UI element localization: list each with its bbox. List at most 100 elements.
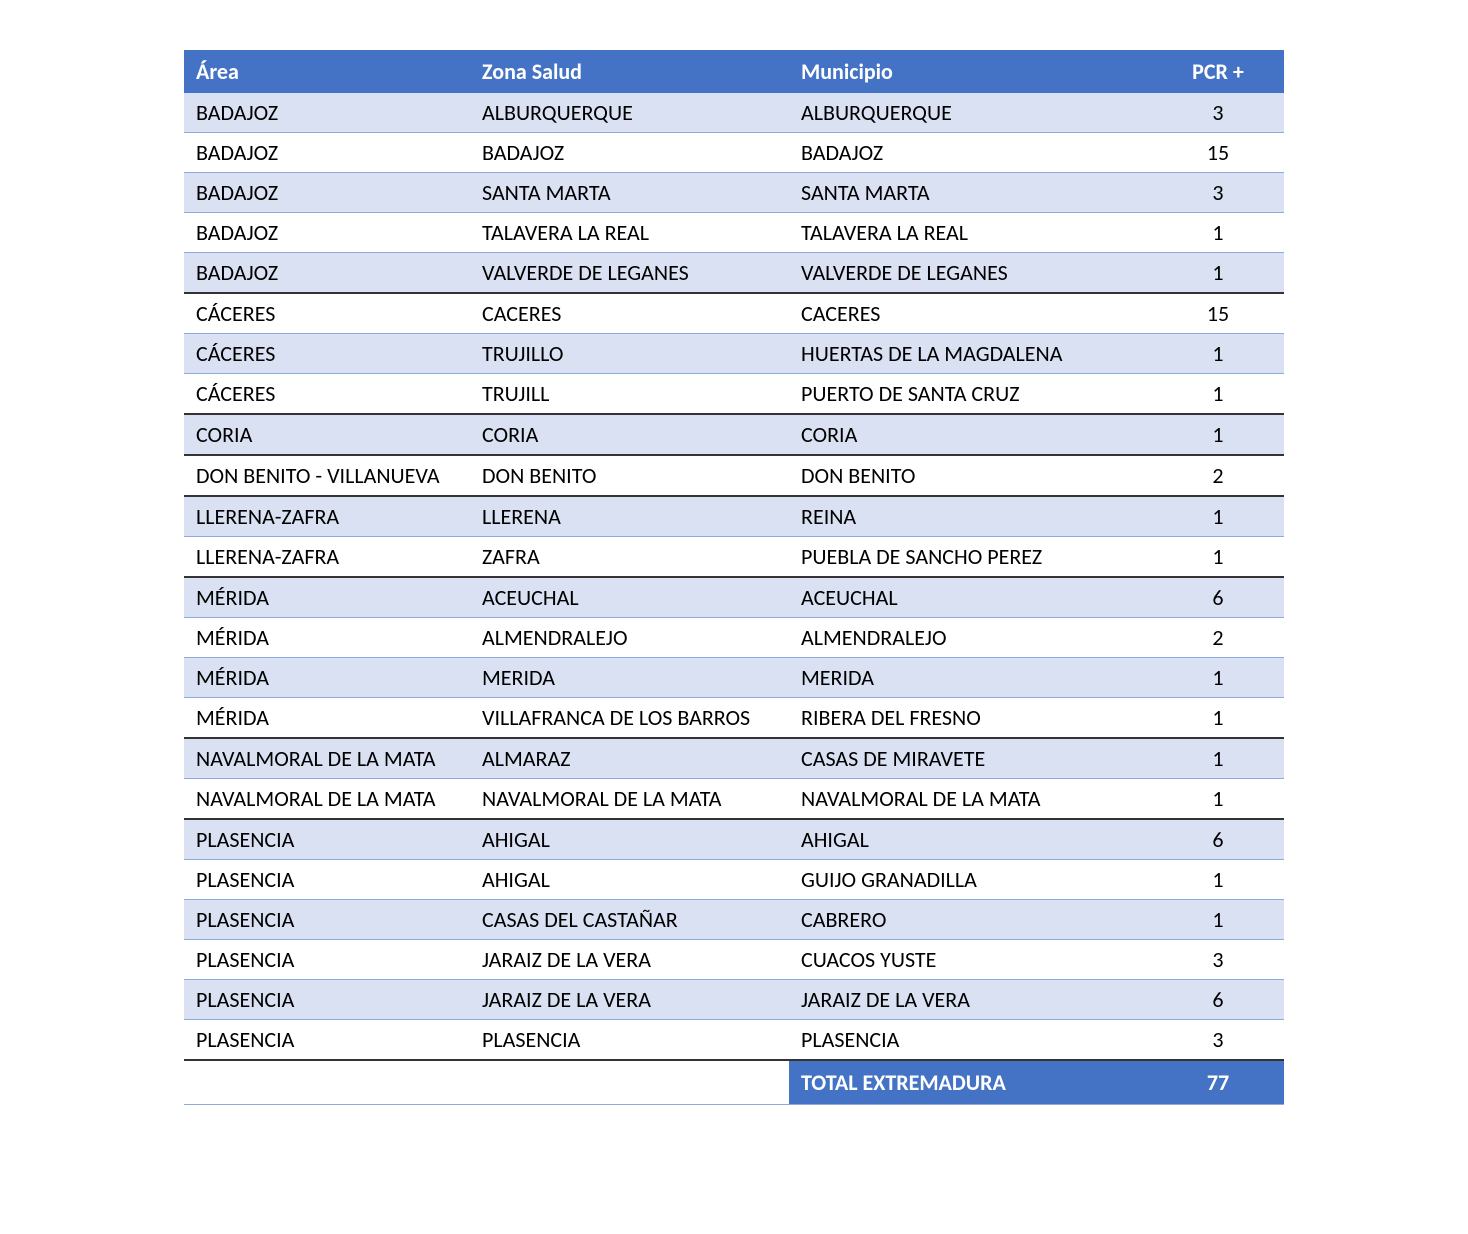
table-row: CÁCERESTRUJILLOHUERTAS DE LA MAGDALENA1 <box>184 334 1284 374</box>
cell-municipio: CASAS DE MIRAVETE <box>789 738 1152 779</box>
pcr-table-container: Área Zona Salud Municipio PCR + BADAJOZA… <box>184 50 1284 1105</box>
table-row: CÁCERESCACERESCACERES15 <box>184 293 1284 334</box>
cell-municipio: ACEUCHAL <box>789 577 1152 618</box>
cell-municipio: NAVALMORAL DE LA MATA <box>789 779 1152 820</box>
cell-pcr: 1 <box>1152 900 1284 940</box>
cell-municipio: SANTA MARTA <box>789 173 1152 213</box>
cell-municipio: VALVERDE DE LEGANES <box>789 253 1152 294</box>
cell-municipio: MERIDA <box>789 658 1152 698</box>
cell-pcr: 1 <box>1152 334 1284 374</box>
cell-zona: CORIA <box>470 414 789 455</box>
table-row: LLERENA-ZAFRAZAFRAPUEBLA DE SANCHO PEREZ… <box>184 537 1284 578</box>
cell-area: BADAJOZ <box>184 133 470 173</box>
cell-pcr: 1 <box>1152 253 1284 294</box>
cell-pcr: 6 <box>1152 577 1284 618</box>
cell-pcr: 1 <box>1152 414 1284 455</box>
table-row: MÉRIDAALMENDRALEJOALMENDRALEJO2 <box>184 618 1284 658</box>
cell-pcr: 1 <box>1152 374 1284 415</box>
cell-area: PLASENCIA <box>184 819 470 860</box>
cell-municipio: AHIGAL <box>789 819 1152 860</box>
cell-zona: AHIGAL <box>470 819 789 860</box>
cell-zona: LLERENA <box>470 496 789 537</box>
cell-area: MÉRIDA <box>184 698 470 739</box>
table-row: LLERENA-ZAFRALLERENAREINA1 <box>184 496 1284 537</box>
total-empty <box>184 1060 789 1105</box>
cell-pcr: 1 <box>1152 860 1284 900</box>
cell-area: CÁCERES <box>184 293 470 334</box>
cell-pcr: 1 <box>1152 496 1284 537</box>
cell-zona: NAVALMORAL DE LA MATA <box>470 779 789 820</box>
cell-area: MÉRIDA <box>184 618 470 658</box>
cell-zona: DON BENITO <box>470 455 789 496</box>
cell-area: BADAJOZ <box>184 93 470 133</box>
cell-area: BADAJOZ <box>184 173 470 213</box>
cell-municipio: REINA <box>789 496 1152 537</box>
table-row: NAVALMORAL DE LA MATANAVALMORAL DE LA MA… <box>184 779 1284 820</box>
cell-municipio: ALBURQUERQUE <box>789 93 1152 133</box>
cell-municipio: GUIJO GRANADILLA <box>789 860 1152 900</box>
table-row: MÉRIDAACEUCHALACEUCHAL6 <box>184 577 1284 618</box>
cell-pcr: 3 <box>1152 93 1284 133</box>
cell-zona: ALMENDRALEJO <box>470 618 789 658</box>
cell-municipio: CUACOS YUSTE <box>789 940 1152 980</box>
cell-area: BADAJOZ <box>184 253 470 294</box>
cell-area: PLASENCIA <box>184 980 470 1020</box>
cell-pcr: 1 <box>1152 658 1284 698</box>
cell-municipio: PLASENCIA <box>789 1020 1152 1061</box>
cell-zona: MERIDA <box>470 658 789 698</box>
cell-area: MÉRIDA <box>184 577 470 618</box>
table-row: BADAJOZTALAVERA LA REALTALAVERA LA REAL1 <box>184 213 1284 253</box>
cell-municipio: CACERES <box>789 293 1152 334</box>
cell-zona: JARAIZ DE LA VERA <box>470 980 789 1020</box>
cell-area: PLASENCIA <box>184 1020 470 1061</box>
cell-pcr: 1 <box>1152 698 1284 739</box>
cell-zona: TRUJILL <box>470 374 789 415</box>
cell-zona: CASAS DEL CASTAÑAR <box>470 900 789 940</box>
table-row: BADAJOZVALVERDE DE LEGANESVALVERDE DE LE… <box>184 253 1284 294</box>
table-row: DON BENITO - VILLANUEVADON BENITODON BEN… <box>184 455 1284 496</box>
table-row: PLASENCIAJARAIZ DE LA VERAJARAIZ DE LA V… <box>184 980 1284 1020</box>
cell-area: LLERENA-ZAFRA <box>184 496 470 537</box>
cell-pcr: 6 <box>1152 980 1284 1020</box>
cell-pcr: 2 <box>1152 455 1284 496</box>
cell-area: PLASENCIA <box>184 940 470 980</box>
cell-pcr: 1 <box>1152 779 1284 820</box>
cell-zona: AHIGAL <box>470 860 789 900</box>
total-label: TOTAL EXTREMADURA <box>789 1060 1152 1105</box>
cell-area: NAVALMORAL DE LA MATA <box>184 738 470 779</box>
cell-zona: ALBURQUERQUE <box>470 93 789 133</box>
cell-municipio: CORIA <box>789 414 1152 455</box>
cell-area: MÉRIDA <box>184 658 470 698</box>
cell-municipio: TALAVERA LA REAL <box>789 213 1152 253</box>
table-row: PLASENCIACASAS DEL CASTAÑARCABRERO1 <box>184 900 1284 940</box>
cell-zona: TALAVERA LA REAL <box>470 213 789 253</box>
cell-area: CÁCERES <box>184 374 470 415</box>
cell-pcr: 1 <box>1152 213 1284 253</box>
table-row: MÉRIDAMERIDAMERIDA1 <box>184 658 1284 698</box>
table-row: PLASENCIAAHIGALAHIGAL6 <box>184 819 1284 860</box>
cell-area: LLERENA-ZAFRA <box>184 537 470 578</box>
cell-zona: ZAFRA <box>470 537 789 578</box>
cell-pcr: 3 <box>1152 173 1284 213</box>
cell-pcr: 3 <box>1152 940 1284 980</box>
cell-municipio: ALMENDRALEJO <box>789 618 1152 658</box>
table-row: MÉRIDAVILLAFRANCA DE LOS BARROSRIBERA DE… <box>184 698 1284 739</box>
cell-area: PLASENCIA <box>184 860 470 900</box>
cell-zona: SANTA MARTA <box>470 173 789 213</box>
cell-pcr: 2 <box>1152 618 1284 658</box>
cell-zona: TRUJILLO <box>470 334 789 374</box>
cell-area: NAVALMORAL DE LA MATA <box>184 779 470 820</box>
cell-municipio: JARAIZ DE LA VERA <box>789 980 1152 1020</box>
table-row: PLASENCIAAHIGALGUIJO GRANADILLA1 <box>184 860 1284 900</box>
cell-pcr: 1 <box>1152 537 1284 578</box>
cell-municipio: RIBERA DEL FRESNO <box>789 698 1152 739</box>
cell-area: BADAJOZ <box>184 213 470 253</box>
cell-pcr: 3 <box>1152 1020 1284 1061</box>
cell-municipio: DON BENITO <box>789 455 1152 496</box>
cell-zona: PLASENCIA <box>470 1020 789 1061</box>
total-value: 77 <box>1152 1060 1284 1105</box>
pcr-table: Área Zona Salud Municipio PCR + BADAJOZA… <box>184 50 1284 1105</box>
header-zona: Zona Salud <box>470 50 789 93</box>
table-row: PLASENCIAPLASENCIAPLASENCIA3 <box>184 1020 1284 1061</box>
cell-zona: ACEUCHAL <box>470 577 789 618</box>
